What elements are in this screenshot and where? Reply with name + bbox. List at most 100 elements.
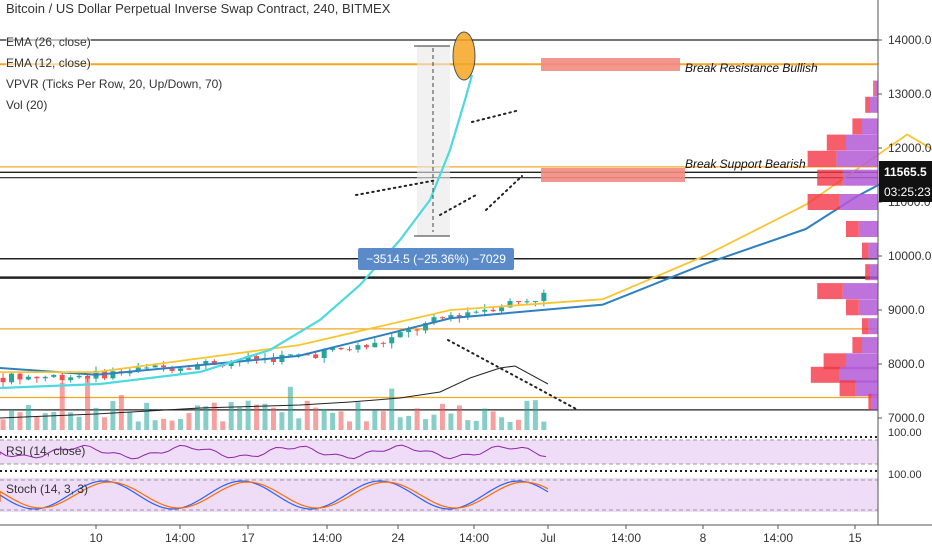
time-tick-label-8: 8 [700, 531, 707, 545]
trendline-volume [447, 339, 579, 411]
time-tick-label-7: 14:00 [611, 531, 641, 545]
volume-bar [439, 403, 445, 430]
candle-body [482, 309, 488, 312]
candle-body [499, 307, 505, 312]
volume-profile-down-15 [810, 366, 840, 383]
time-tick-label-0: 10 [89, 531, 103, 545]
indicator-ema12-label[interactable]: EMA (12, close) [6, 56, 91, 70]
candle-body [42, 376, 48, 379]
volume-bar [414, 408, 420, 430]
candle-body [389, 337, 395, 344]
indicator-vpvr-label[interactable]: VPVR (Ticks Per Row, 20, Up/Down, 70) [6, 77, 223, 91]
time-tick-label-4: 24 [391, 531, 405, 545]
volume-bar [9, 409, 14, 430]
volume-bar [17, 412, 23, 430]
volume-bar [59, 382, 65, 430]
volume-bar [397, 417, 403, 430]
stoch-top-tick: 100.00 [888, 469, 922, 481]
volume-profile-down-1 [865, 96, 870, 113]
candle-body [516, 301, 521, 303]
candle-body [431, 317, 437, 324]
volume-bar [93, 407, 99, 430]
volume-bar [532, 400, 538, 430]
volume-ma-line [0, 365, 549, 419]
volume-bar [186, 413, 192, 430]
rsi-band [0, 440, 878, 464]
candle-body [532, 301, 538, 303]
stoch-pane-label[interactable]: Stoch (14, 3, 3) [6, 482, 89, 496]
candle-body [414, 329, 420, 331]
resistance-label: Break Resistance Bullish [685, 61, 818, 75]
volume-bar [220, 421, 226, 430]
volume-bar [169, 420, 175, 430]
indicator-ema26-label[interactable]: EMA (26, close) [6, 35, 91, 49]
candle-body [397, 332, 403, 338]
candle-body [473, 311, 479, 313]
candle-body [524, 301, 530, 303]
rsi-pane-label[interactable]: RSI (14, close) [6, 444, 86, 458]
volume-bar [194, 405, 200, 430]
volume-bar [524, 400, 530, 430]
candle-body [355, 345, 361, 350]
candle-body [347, 349, 352, 351]
volume-bar [287, 386, 293, 430]
volume-bar [296, 418, 302, 430]
volume-bar [304, 400, 310, 430]
volume-profile-up-2 [862, 118, 878, 135]
volume-bar [355, 402, 361, 430]
candle-body [380, 342, 386, 344]
volume-bar [127, 411, 133, 430]
volume-bar [262, 403, 268, 430]
time-tick-label-3: 14:00 [312, 531, 342, 545]
volume-profile-down-11 [846, 299, 859, 316]
candle-body [507, 301, 513, 308]
chart-title: Bitcoin / US Dollar Perpetual Inverse Sw… [6, 1, 391, 16]
candle-body [321, 349, 327, 359]
candle-body [330, 347, 336, 350]
volume-profile-up-3 [846, 134, 878, 151]
volume-profile-down-2 [852, 118, 862, 135]
candle-body [203, 361, 209, 365]
candle-body [169, 367, 175, 371]
volume-bar [448, 413, 454, 430]
volume-bar [321, 408, 327, 430]
volume-bar [245, 400, 251, 430]
candle-body [304, 354, 310, 356]
candle-body [34, 376, 40, 379]
volume-bar [330, 412, 336, 430]
volume-profile-up-16 [855, 380, 878, 397]
volume-bar [406, 415, 412, 430]
volume-bar [25, 404, 31, 430]
candle-body [254, 356, 260, 361]
candle-body [51, 374, 57, 377]
rsi-line [0, 444, 547, 460]
volume-bar [34, 416, 40, 430]
volume-profile-down-9 [865, 264, 870, 281]
volume-bar [76, 416, 82, 430]
time-tick-label-1: 14:00 [165, 531, 195, 545]
volume-profile-down-10 [817, 283, 843, 300]
candle-body [178, 368, 183, 371]
volume-profile-up-15 [839, 366, 878, 383]
candle-body [17, 373, 23, 380]
volume-bar [465, 420, 471, 430]
volume-profile-down-16 [839, 380, 856, 397]
candle-body [338, 347, 344, 350]
volume-bar [135, 421, 141, 430]
candle-body [456, 315, 462, 318]
candle-body [423, 323, 429, 331]
volume-profile-down-3 [826, 134, 846, 151]
rsi-top-tick: 100.00 [888, 427, 922, 439]
candle-body [372, 342, 378, 348]
volume-bar [51, 412, 57, 430]
volume-bar [389, 388, 395, 430]
candle-body [296, 354, 302, 356]
indicator-volume-label[interactable]: Vol (20) [6, 98, 48, 112]
volume-bar [372, 410, 378, 430]
volume-profile-down-17 [868, 393, 872, 410]
volume-bar [516, 419, 521, 430]
volume-bar [423, 419, 429, 430]
time-tick-label-2: 17 [241, 531, 255, 545]
